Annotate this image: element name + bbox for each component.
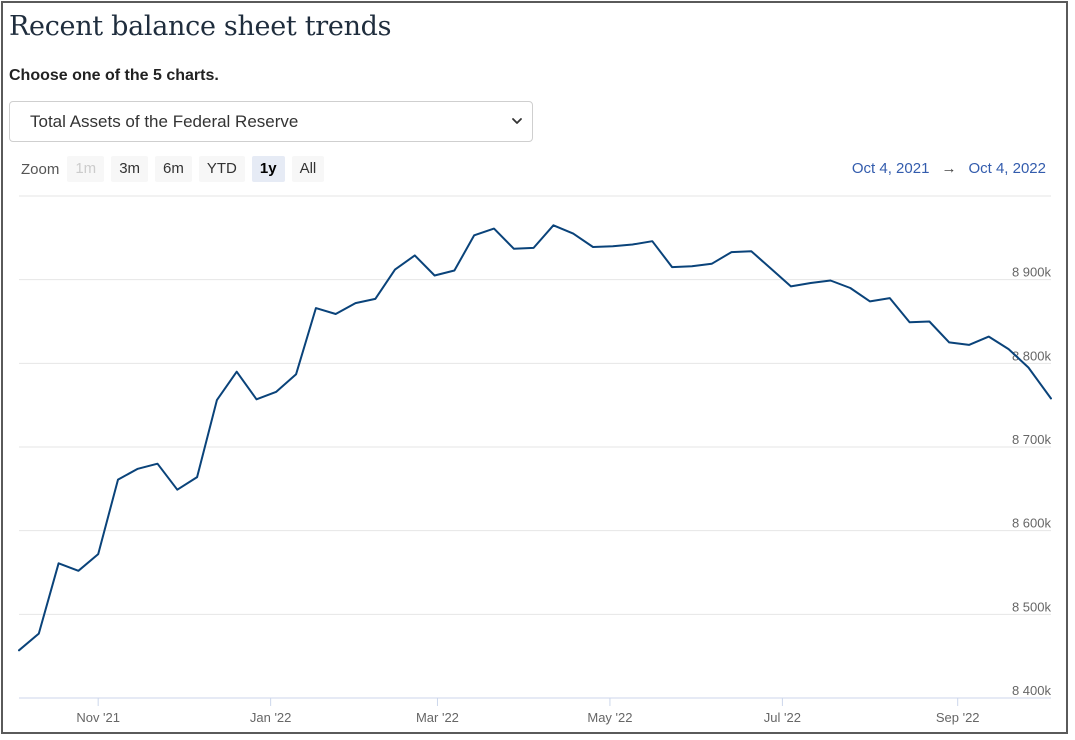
range-arrow: → (941, 160, 957, 177)
data-point[interactable] (35, 630, 43, 638)
data-point[interactable] (1024, 364, 1032, 372)
y-tick-label: 8 900k (1012, 265, 1052, 280)
data-point[interactable] (708, 260, 716, 268)
data-point[interactable] (906, 318, 914, 326)
y-tick-label: 8 600k (1012, 516, 1052, 531)
data-point[interactable] (925, 318, 933, 326)
data-point[interactable] (648, 237, 656, 245)
data-point[interactable] (846, 284, 854, 292)
zoom-all-button[interactable]: All (291, 156, 325, 182)
y-tick-label: 8 400k (1012, 683, 1052, 698)
data-point[interactable] (688, 262, 696, 270)
data-point[interactable] (866, 297, 874, 305)
zoom-3m-button[interactable]: 3m (111, 156, 149, 182)
data-point[interactable] (728, 248, 736, 256)
data-point[interactable] (807, 279, 815, 287)
data-point[interactable] (292, 370, 300, 378)
data-point[interactable] (569, 230, 577, 238)
data-point[interactable] (747, 247, 755, 255)
zoom-6m-button[interactable]: 6m (155, 156, 192, 182)
data-point[interactable] (272, 388, 280, 396)
data-point[interactable] (510, 245, 518, 253)
zoom-toolbar: Zoom 1m 3m 6m YTD 1y All (21, 155, 331, 183)
data-point[interactable] (114, 476, 122, 484)
data-point[interactable] (549, 221, 557, 229)
y-tick-label: 8 700k (1012, 432, 1052, 447)
data-point[interactable] (332, 310, 340, 318)
x-tick-label: Jul '22 (764, 710, 801, 725)
data-point[interactable] (886, 294, 894, 302)
data-point[interactable] (787, 282, 795, 290)
page-title: Recent balance sheet trends (9, 11, 392, 42)
data-point[interactable] (945, 338, 953, 346)
zoom-ytd-button[interactable]: YTD (198, 156, 245, 182)
chart-select-dropdown[interactable]: Total Assets of the Federal Reserve (9, 101, 533, 142)
chevron-down-icon (512, 118, 522, 124)
data-point[interactable] (985, 333, 993, 341)
data-point[interactable] (826, 277, 834, 285)
zoom-1m-button[interactable]: 1m (67, 156, 105, 182)
data-point[interactable] (1047, 394, 1055, 402)
data-point[interactable] (351, 299, 359, 307)
data-point[interactable] (391, 266, 399, 274)
data-point[interactable] (173, 486, 181, 494)
data-point[interactable] (371, 295, 379, 303)
y-axis: 8 400k 8 500k 8 600k 8 700k 8 800k 8 900k (1012, 265, 1052, 698)
data-point[interactable] (312, 304, 320, 312)
zoom-1y-button[interactable]: 1y (251, 156, 285, 182)
data-point[interactable] (74, 567, 82, 575)
data-point[interactable] (450, 266, 458, 274)
range-start-date[interactable]: Oct 4, 2021 (851, 160, 930, 177)
data-point[interactable] (154, 460, 162, 468)
grid-lines (19, 195, 1051, 699)
data-point[interactable] (253, 395, 261, 403)
zoom-label: Zoom (21, 160, 60, 178)
data-point[interactable] (15, 646, 23, 654)
data-point[interactable] (609, 242, 617, 250)
data-point[interactable] (965, 341, 973, 349)
data-point[interactable] (490, 225, 498, 233)
data-point[interactable] (470, 231, 478, 239)
series-line[interactable] (18, 224, 1052, 652)
data-point[interactable] (55, 559, 63, 567)
x-tick-label: Nov '21 (76, 710, 120, 725)
data-point[interactable] (233, 368, 241, 376)
data-point[interactable] (629, 241, 637, 249)
data-point[interactable] (530, 244, 538, 252)
x-tick-label: Jan '22 (250, 710, 292, 725)
data-point[interactable] (134, 465, 142, 473)
range-end-date[interactable]: Oct 4, 2022 (968, 160, 1046, 177)
series-layer (15, 221, 1055, 654)
chart-select-value: Total Assets of the Federal Reserve (30, 112, 299, 131)
data-point[interactable] (767, 265, 775, 273)
data-point[interactable] (193, 473, 201, 481)
data-point[interactable] (94, 550, 102, 558)
x-tick-label: Mar '22 (416, 710, 459, 725)
chart-chooser-label: Choose one of the 5 charts. (9, 67, 219, 84)
y-tick-label: 8 800k (1012, 348, 1052, 363)
y-tick-label: 8 500k (1012, 599, 1052, 614)
data-point[interactable] (1005, 345, 1013, 353)
data-point[interactable] (411, 251, 419, 259)
data-point[interactable] (589, 243, 597, 251)
x-tick-label: May '22 (587, 710, 632, 725)
data-point[interactable] (668, 263, 676, 271)
x-tick-label: Sep '22 (936, 710, 980, 725)
x-axis: Nov '21 Jan '22 Mar '22 May '22 Jul '22 Sep '… (76, 698, 980, 725)
data-point[interactable] (213, 396, 221, 404)
date-range: Oct 4, 2021 → Oct 4, 2022 (852, 160, 1046, 177)
data-point[interactable] (431, 271, 439, 279)
